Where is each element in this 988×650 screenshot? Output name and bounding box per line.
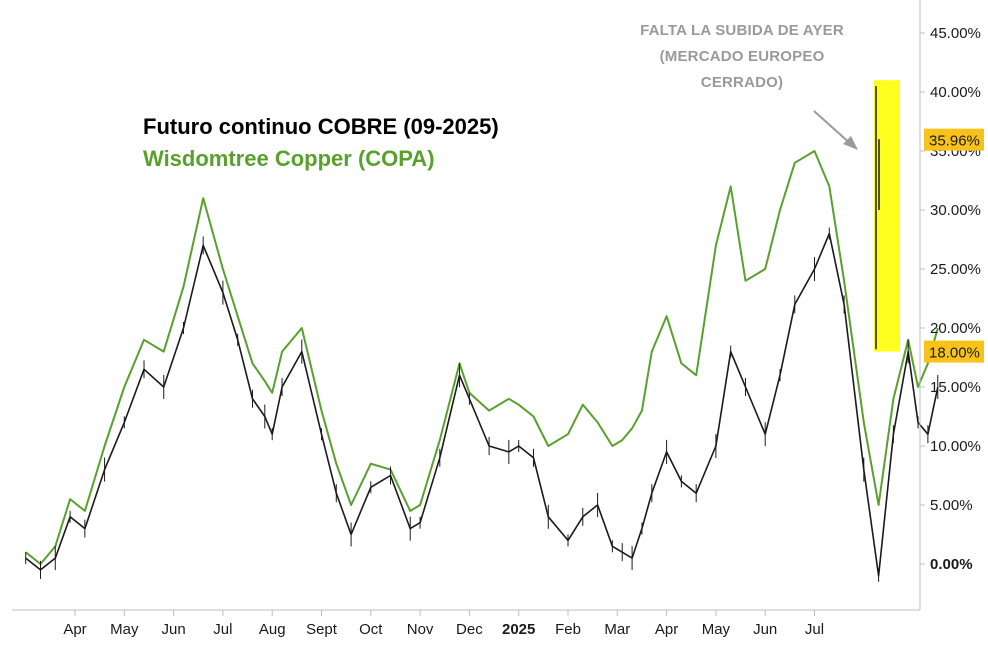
- axis-layer: 0.00% 5.00% 10.00% 15.00% 20.00% 25.00% 30.00%…: [12, 0, 981, 638]
- series-copa-line: [25, 150, 939, 565]
- highlight-box: [874, 80, 900, 352]
- y-tick-label: 40.00%: [930, 84, 981, 101]
- y-tick-label: 0.00%: [930, 556, 973, 573]
- value-badge-label: 35.96%: [929, 133, 980, 150]
- x-tick-label: Jun: [753, 621, 777, 638]
- y-tick-label: 10.00%: [930, 438, 981, 455]
- x-tick-label: Mar: [604, 621, 630, 638]
- y-tick-label: 25.00%: [930, 261, 981, 278]
- x-tick-label: Aug: [259, 621, 286, 638]
- chart-title-futuro: Futuro continuo COBRE (09-2025): [143, 114, 499, 139]
- arrow-shaft: [813, 110, 853, 146]
- series-futuro-line: [25, 232, 939, 577]
- x-tick-label: Apr: [655, 621, 678, 638]
- x-tick-label: May: [110, 621, 139, 638]
- x-tick-label: Jul: [805, 621, 824, 638]
- value-badge: [924, 128, 984, 151]
- y-tick-label: 15.00%: [930, 379, 981, 396]
- chart-title-copa: Wisdomtree Copper (COPA): [143, 146, 435, 171]
- annotation-arrow: [813, 110, 858, 150]
- arrow-head: [843, 136, 858, 150]
- x-tick-label: Jun: [162, 621, 186, 638]
- x-tick-label: Dec: [456, 621, 483, 638]
- x-tick-label: Jul: [213, 621, 232, 638]
- series-layer: [25, 86, 939, 582]
- y-tick-label: 45.00%: [930, 25, 981, 42]
- x-tick-label: Sept: [306, 621, 338, 638]
- y-tick-label: 30.00%: [930, 202, 981, 219]
- highlight-layer: [874, 80, 900, 352]
- x-tick-label: Nov: [407, 621, 434, 638]
- x-tick-label: Oct: [359, 621, 383, 638]
- annotation-text: FALTA LA SUBIDA DE AYER (MERCADO EUROPEO…: [640, 22, 844, 91]
- value-badge-label: 18.00%: [929, 345, 980, 362]
- value-badge: [924, 340, 984, 363]
- x-tick-label: Feb: [555, 621, 581, 638]
- y-tick-label: 20.00%: [930, 320, 981, 337]
- y-tick-label: 5.00%: [930, 497, 973, 514]
- badge-layer: 35.96% 18.00%: [924, 128, 984, 363]
- x-tick-label: 2025: [502, 621, 535, 638]
- x-tick-label: May: [702, 621, 731, 638]
- x-tick-label: Apr: [63, 621, 86, 638]
